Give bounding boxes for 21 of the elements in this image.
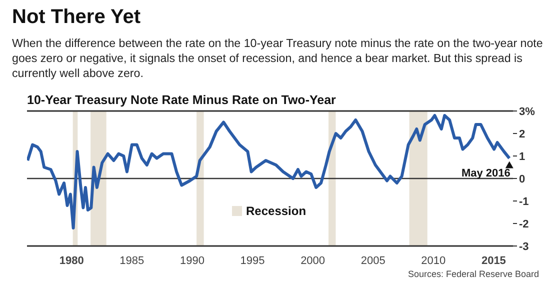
x-tick-label: 2000 — [300, 255, 326, 267]
x-tick-label: 1990 — [180, 255, 204, 267]
x-tick-label: 1985 — [120, 255, 144, 267]
x-tick-label: 2015 — [481, 255, 506, 267]
x-tick-label: 1980 — [59, 255, 84, 267]
y-tick-label: -3 — [519, 240, 529, 253]
chart-subtitle: When the difference between the rate on the 10-year Treasury note minus the rate on the two-year note goes zero or negative, it signals the onset of recession, and hence a bear market. But this spread is currently well above zero. — [12, 36, 544, 81]
chart-title: Not There Yet — [12, 6, 141, 29]
y-tick-label: 1 — [519, 150, 526, 163]
x-tick-label: 1995 — [240, 255, 265, 267]
x-tick-label: 2005 — [360, 255, 386, 267]
annotation: Recession — [245, 204, 306, 218]
source-note: Sources: Federal Reserve Board — [408, 269, 539, 279]
x-tick-label: 2010 — [421, 255, 446, 267]
annotation: May 2016 — [461, 167, 510, 180]
y-tick-label: -1 — [519, 196, 529, 208]
y-tick-label: -2 — [519, 218, 529, 230]
y-tick-label: 0 — [519, 173, 526, 186]
text: 10-Year Treasury Note Rate Minus Rate on Two-Year — [27, 93, 336, 107]
y-tick-label: 3% — [519, 106, 536, 118]
y-tick-label: 2 — [519, 128, 526, 140]
